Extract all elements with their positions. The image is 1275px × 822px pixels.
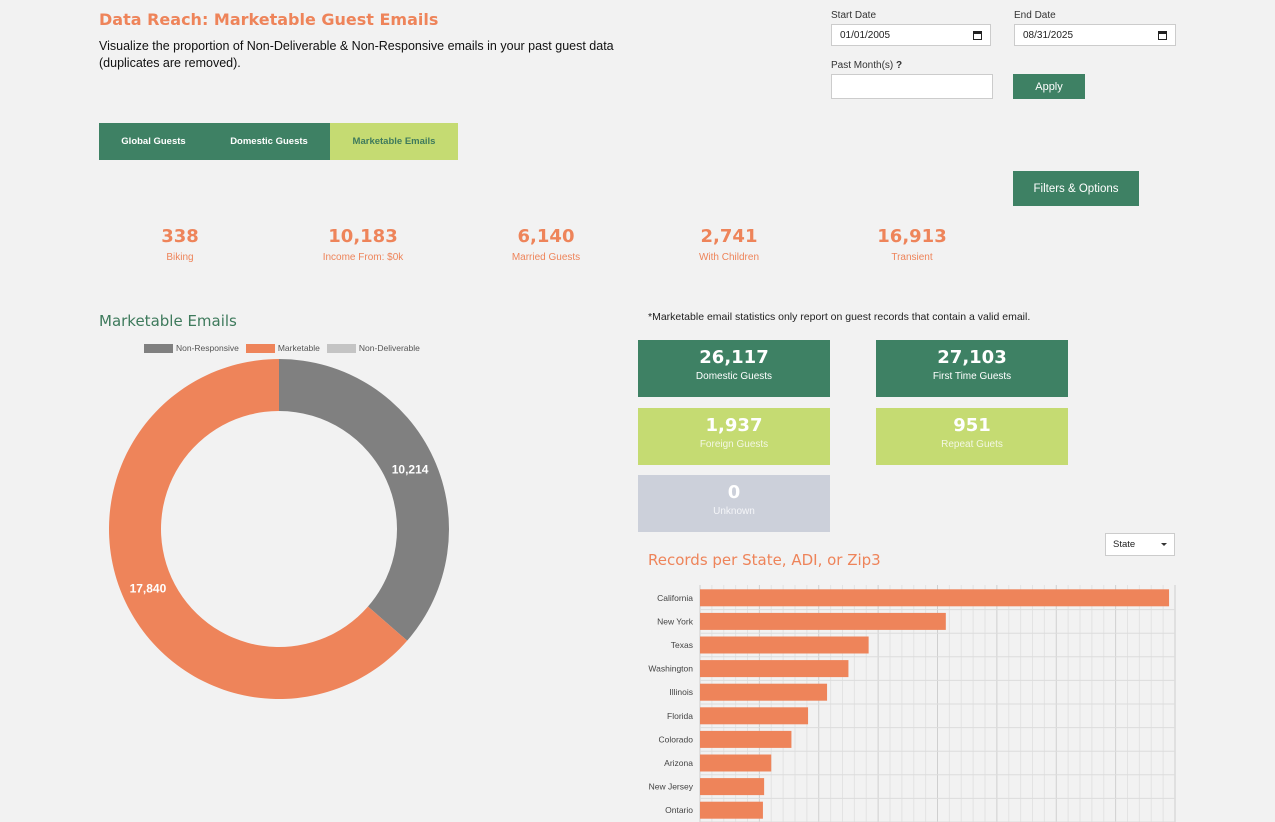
kpi-value: 2,741 bbox=[700, 226, 758, 247]
end-date-value: 08/31/2025 bbox=[1023, 29, 1074, 41]
card-value: 0 bbox=[727, 482, 741, 503]
card-label: Unknown bbox=[713, 506, 755, 517]
bar-new-york[interactable] bbox=[700, 612, 946, 630]
end-date-input[interactable]: 08/31/2025 bbox=[1014, 24, 1176, 46]
view-tabs: Global Guests Domestic Guests Marketable… bbox=[99, 123, 458, 160]
card-foreign-guests: 1,937 Foreign Guests bbox=[638, 408, 830, 465]
donut-value-label: 10,214 bbox=[392, 462, 429, 476]
kpi-married-guests: 6,140 Married Guests bbox=[476, 226, 616, 263]
bar-ontario[interactable] bbox=[700, 801, 763, 819]
bar-new-jersey[interactable] bbox=[700, 778, 765, 796]
help-icon[interactable]: ? bbox=[896, 60, 903, 71]
kpi-biking: 338 Biking bbox=[110, 226, 250, 263]
bar-arizona[interactable] bbox=[700, 754, 772, 772]
legend-item[interactable]: Marketable bbox=[245, 343, 320, 353]
card-label: First Time Guests bbox=[932, 371, 1012, 382]
end-date-label: End Date bbox=[1014, 10, 1056, 21]
card-value: 26,117 bbox=[699, 347, 769, 368]
apply-button[interactable]: Apply bbox=[1013, 74, 1085, 99]
kpi-value: 6,140 bbox=[517, 226, 575, 247]
card-value: 27,103 bbox=[937, 347, 1007, 368]
card-repeat-guests: 951 Repeat Guets bbox=[876, 408, 1068, 465]
bar-chart-title: Records per State, ADI, or Zip3 bbox=[648, 551, 881, 569]
page-title: Data Reach: Marketable Guest Emails bbox=[99, 10, 439, 29]
bar-california[interactable] bbox=[700, 589, 1170, 607]
tab-domestic-guests[interactable]: Domestic Guests bbox=[208, 123, 330, 160]
donut-slice-non-responsive[interactable] bbox=[279, 359, 449, 641]
calendar-icon[interactable] bbox=[1158, 30, 1167, 40]
kpi-income: 10,183 Income From: $0k bbox=[293, 226, 433, 263]
kpi-label: Transient bbox=[891, 252, 933, 263]
calendar-icon[interactable] bbox=[973, 30, 982, 40]
card-label: Repeat Guets bbox=[941, 439, 1003, 450]
donut-title: Marketable Emails bbox=[99, 312, 237, 330]
bar-category-label: California bbox=[657, 593, 693, 603]
bar-category-label: Arizona bbox=[664, 758, 693, 768]
start-date-label: Start Date bbox=[831, 10, 877, 21]
card-label: Domestic Guests bbox=[695, 371, 773, 382]
kpi-value: 10,183 bbox=[328, 226, 398, 247]
select-value: State bbox=[1113, 539, 1136, 550]
kpi-label: Biking bbox=[166, 252, 194, 263]
card-unknown: 0 Unknown bbox=[638, 475, 830, 532]
bar-category-label: New York bbox=[657, 616, 694, 626]
bar-florida[interactable] bbox=[700, 707, 809, 725]
tab-global-guests[interactable]: Global Guests bbox=[99, 123, 208, 160]
bar-category-label: Washington bbox=[648, 664, 693, 674]
legend-item[interactable]: Non-Responsive bbox=[144, 343, 239, 353]
kpi-label: Income From: $0k bbox=[322, 252, 404, 263]
legend-swatch bbox=[245, 343, 275, 353]
legend-label: Non-Deliverable bbox=[358, 343, 420, 353]
kpi-value: 338 bbox=[161, 226, 199, 247]
bar-washington[interactable] bbox=[700, 660, 849, 678]
legend-label: Marketable bbox=[277, 343, 320, 353]
card-label: Foreign Guests bbox=[699, 439, 769, 450]
filters-options-button[interactable]: Filters & Options bbox=[1013, 171, 1139, 206]
caret-down-icon bbox=[1161, 543, 1167, 546]
bar-category-label: Illinois bbox=[669, 687, 693, 697]
kpi-label: Married Guests bbox=[511, 252, 581, 263]
bar-category-label: Colorado bbox=[659, 734, 694, 744]
start-date-input[interactable]: 01/01/2005 bbox=[831, 24, 991, 46]
card-value: 951 bbox=[953, 415, 991, 436]
card-value: 1,937 bbox=[705, 415, 763, 436]
page-description: Visualize the proportion of Non-Delivera… bbox=[99, 39, 614, 70]
past-months-label: Past Month(s) ? bbox=[831, 60, 902, 71]
bar-category-label: New Jersey bbox=[649, 782, 694, 792]
bar-texas[interactable] bbox=[700, 636, 869, 654]
bar-colorado[interactable] bbox=[700, 730, 792, 748]
kpi-value: 16,913 bbox=[877, 226, 947, 247]
past-months-label-text: Past Month(s) bbox=[831, 60, 894, 71]
tab-marketable-emails[interactable]: Marketable Emails bbox=[330, 123, 458, 160]
bar-category-label: Florida bbox=[667, 711, 693, 721]
past-months-input[interactable] bbox=[831, 74, 993, 99]
marketable-note: *Marketable email statistics only report… bbox=[648, 311, 1031, 323]
donut-value-label: 17,840 bbox=[130, 582, 167, 596]
legend-label: Non-Responsive bbox=[176, 343, 239, 353]
bar-category-label: Texas bbox=[671, 640, 693, 650]
bar-chart: California New York Texas Washington Illinoi… bbox=[648, 585, 1176, 822]
card-first-time-guests: 27,103 First Time Guests bbox=[876, 340, 1068, 397]
kpi-label: With Children bbox=[698, 252, 760, 263]
donut-chart: 10,214 17,840 bbox=[108, 359, 449, 699]
bar-illinois[interactable] bbox=[700, 683, 828, 701]
bar-category-label: Ontario bbox=[665, 805, 693, 815]
region-type-select[interactable]: State bbox=[1105, 533, 1175, 556]
start-date-value: 01/01/2005 bbox=[840, 29, 891, 41]
card-domestic-guests: 26,117 Domestic Guests bbox=[638, 340, 830, 397]
legend-swatch bbox=[144, 343, 173, 353]
donut-legend: Non-Responsive Marketable Non-Deliverabl… bbox=[144, 343, 427, 353]
kpi-transient: 16,913 Transient bbox=[842, 226, 982, 263]
kpi-with-children: 2,741 With Children bbox=[659, 226, 799, 263]
legend-item[interactable]: Non-Deliverable bbox=[326, 343, 420, 353]
legend-swatch bbox=[326, 343, 356, 353]
donut-slice-marketable[interactable] bbox=[108, 359, 408, 699]
